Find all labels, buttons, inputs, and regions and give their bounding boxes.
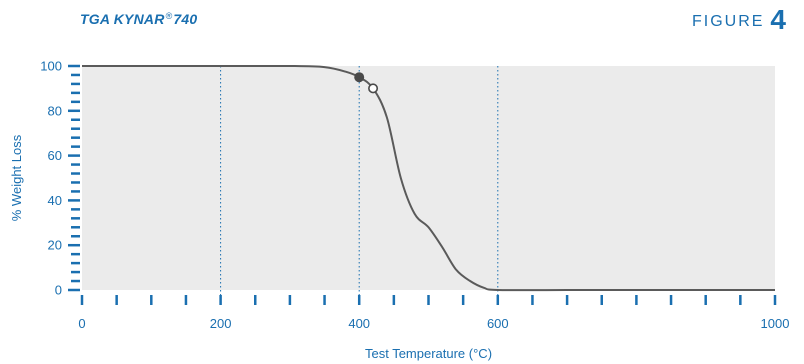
marker-filled xyxy=(354,72,365,83)
y-tick-label-60: 60 xyxy=(48,148,62,163)
marker-open xyxy=(368,83,379,94)
figure-number: 4 xyxy=(770,4,786,35)
x-tick-label-1000: 1000 xyxy=(761,316,790,331)
y-tick-label-0: 0 xyxy=(55,283,62,298)
y-tick-label-100: 100 xyxy=(40,59,62,74)
registered-mark: ® xyxy=(165,11,173,21)
x-tick-label-600: 600 xyxy=(487,316,509,331)
x-axis-title: Test Temperature (°C) xyxy=(365,346,492,361)
y-tick-label-80: 80 xyxy=(48,103,62,118)
x-tick-label-400: 400 xyxy=(348,316,370,331)
y-axis-title: % Weight Loss xyxy=(9,134,24,221)
y-tick-label-40: 40 xyxy=(48,193,62,208)
x-tick-label-0: 0 xyxy=(78,316,85,331)
chart-title-number: 740 xyxy=(173,11,198,27)
chart-title: TGA KYNAR®740 xyxy=(80,11,197,27)
plot-area xyxy=(82,66,775,290)
series-line-0 xyxy=(82,64,775,292)
y-tick-label-20: 20 xyxy=(48,238,62,253)
figure-label: FIGURE 4 xyxy=(692,4,786,36)
chart-title-main: TGA KYNAR xyxy=(80,11,165,27)
x-tick-label-200: 200 xyxy=(210,316,232,331)
figure-word: FIGURE xyxy=(691,13,765,30)
